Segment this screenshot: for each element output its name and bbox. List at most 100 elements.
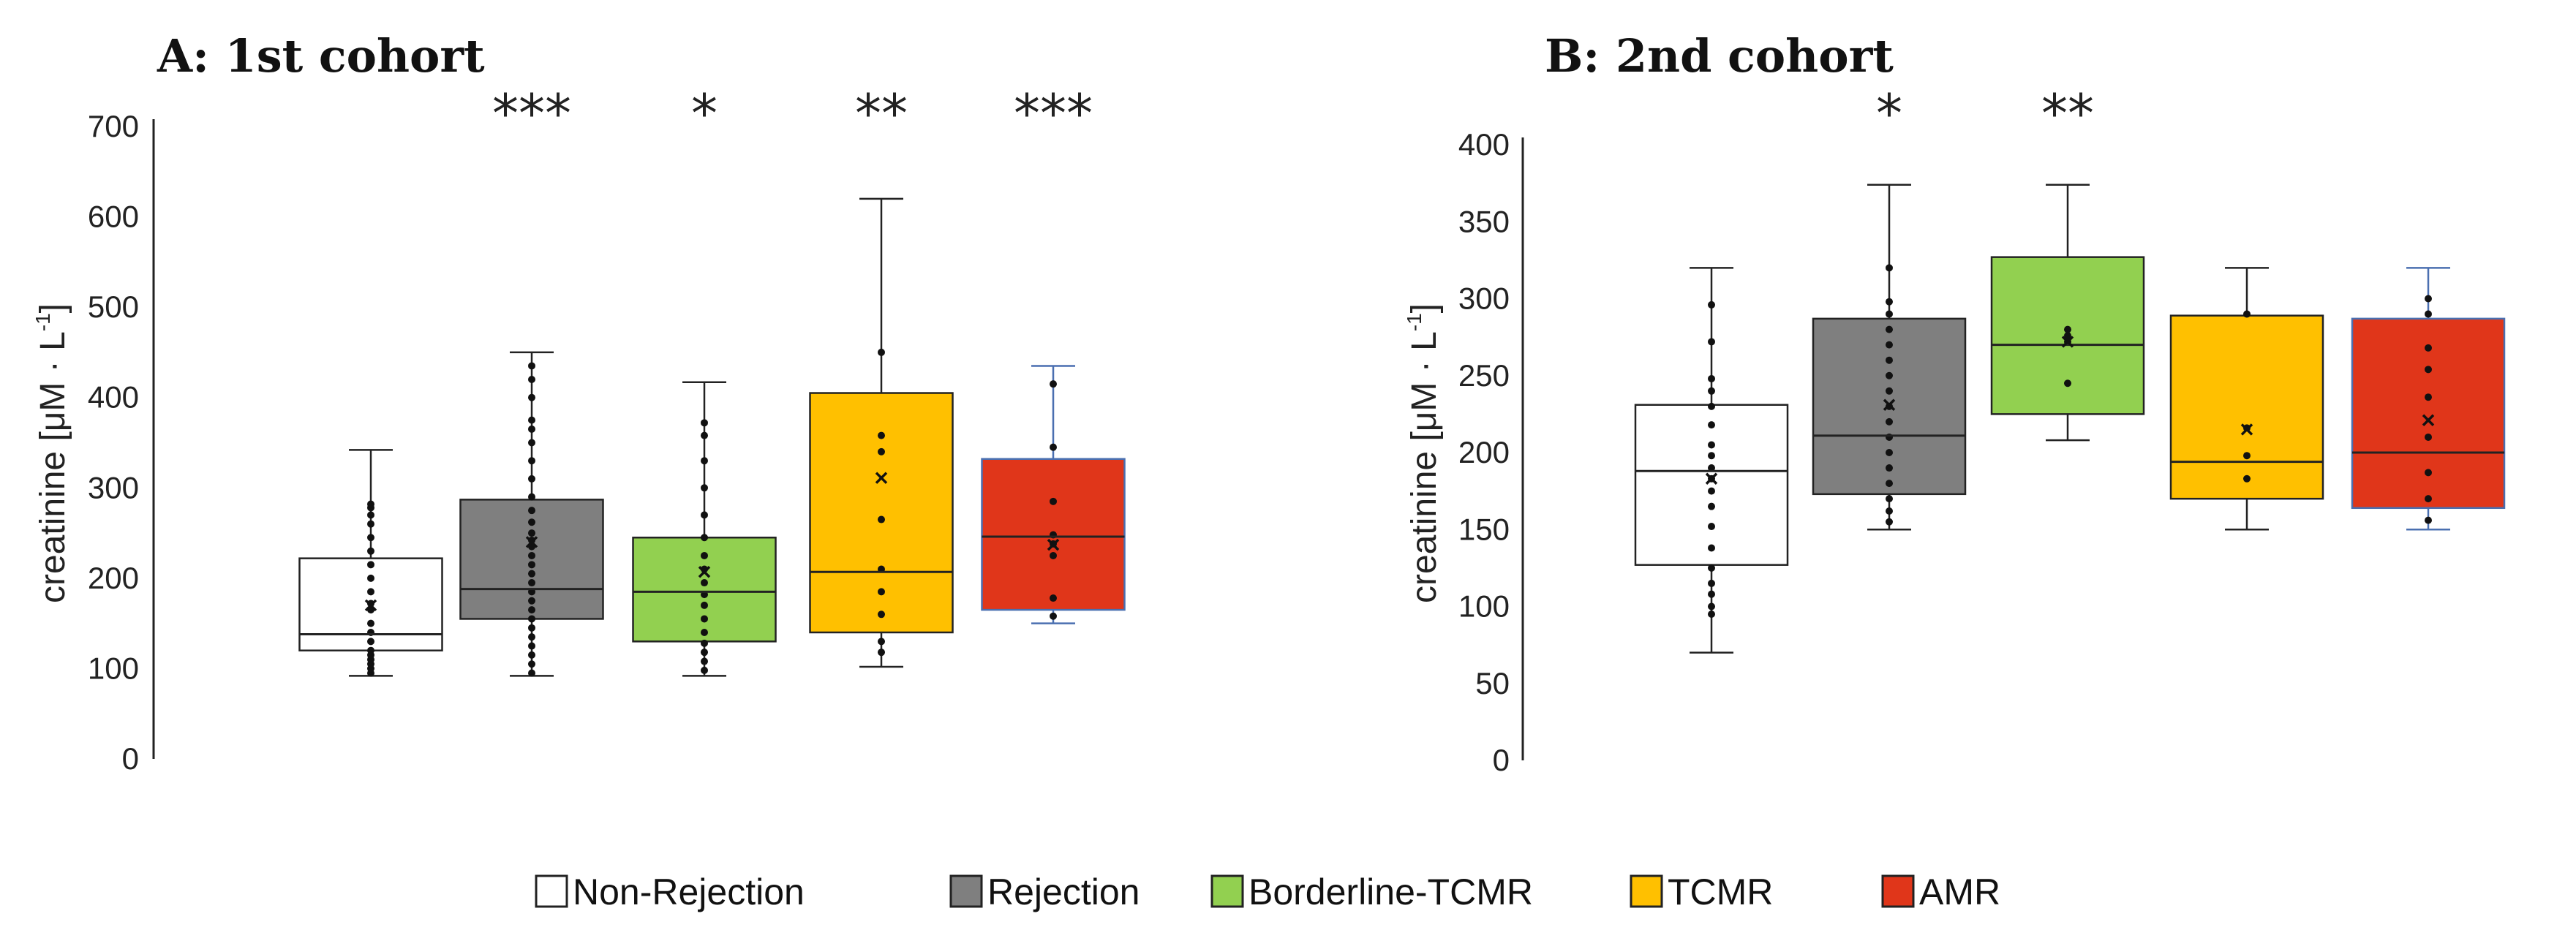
- mean-marker: [525, 536, 538, 548]
- data-point: [701, 666, 708, 674]
- data-point: [528, 551, 535, 559]
- data-point: [367, 500, 374, 508]
- data-point: [1708, 579, 1715, 587]
- panel-b-2nd-cohort: B: 2nd cohort creatinine [μM · L-1] 0 50 1…: [1403, 29, 2506, 777]
- y-tick-label: 100: [1458, 589, 1510, 624]
- data-point: [1886, 480, 1893, 488]
- data-point: [367, 646, 374, 654]
- data-point: [367, 638, 374, 646]
- significance-label: ***: [492, 83, 571, 144]
- panel-b-y-axis-label: creatinine [μM · L-1]: [1403, 303, 1444, 603]
- data-point: [701, 511, 708, 519]
- box-non-rejection: [298, 449, 443, 677]
- data-point: [367, 534, 374, 542]
- data-point: [367, 588, 374, 596]
- data-point: [1708, 421, 1715, 429]
- mean-marker: [698, 565, 711, 578]
- data-point: [701, 615, 708, 623]
- box-tcmr: [2169, 267, 2324, 531]
- data-point: [878, 638, 885, 646]
- data-point: [528, 474, 535, 483]
- data-point: [701, 579, 708, 587]
- legend-item: Borderline-TCMR: [1210, 872, 1533, 912]
- data-point: [1708, 602, 1715, 610]
- data-point: [701, 601, 708, 609]
- data-point: [1886, 449, 1893, 456]
- significance-label: *: [1876, 83, 1902, 144]
- data-point: [2425, 295, 2432, 303]
- data-point: [2425, 366, 2432, 374]
- data-point: [528, 439, 535, 447]
- mean-marker: [2422, 414, 2435, 427]
- data-point: [528, 425, 535, 433]
- data-point: [878, 649, 885, 657]
- data-point: [2425, 516, 2432, 524]
- data-point: [878, 348, 885, 356]
- data-point: [367, 520, 374, 528]
- data-point: [1708, 590, 1715, 598]
- box-amr: [981, 365, 1126, 624]
- panel-a-title: A: 1st cohort: [157, 29, 485, 83]
- box-rejection: [459, 351, 604, 677]
- y-tick-label: 200: [1458, 435, 1510, 469]
- data-point: [1708, 441, 1715, 449]
- data-point: [528, 376, 535, 383]
- legend: Non-Rejection Rejection Borderline-TCMR TCM…: [535, 872, 2000, 912]
- data-point: [528, 518, 535, 526]
- legend-swatch: [1210, 874, 1244, 908]
- data-point: [1708, 387, 1715, 395]
- y-tick-label: 600: [88, 200, 139, 234]
- y-tick-label: 150: [1458, 512, 1510, 546]
- data-point: [701, 551, 708, 559]
- box-tcmr: [809, 197, 954, 668]
- data-point: [2425, 495, 2432, 503]
- data-point: [528, 633, 535, 641]
- data-point: [701, 657, 708, 665]
- data-point: [1708, 487, 1715, 495]
- legend-item: TCMR: [1630, 872, 1773, 912]
- data-point: [1886, 518, 1893, 526]
- data-point: [878, 447, 885, 455]
- data-point: [2425, 433, 2432, 441]
- data-point: [1886, 341, 1893, 349]
- data-point: [1708, 502, 1715, 510]
- iqr-box: [809, 392, 954, 634]
- significance-label: ***: [1014, 83, 1093, 144]
- data-point: [2064, 332, 2071, 340]
- legend-swatch: [949, 874, 983, 908]
- y-tick-label: 300: [88, 470, 139, 504]
- data-point: [1050, 551, 1057, 559]
- data-point: [528, 615, 535, 623]
- data-point: [1886, 387, 1893, 395]
- data-point: [878, 610, 885, 619]
- data-point: [528, 669, 535, 677]
- data-point: [528, 606, 535, 614]
- significance-label: **: [2041, 83, 2094, 144]
- data-point: [1708, 523, 1715, 531]
- data-point: [701, 629, 708, 636]
- data-point: [528, 597, 535, 605]
- data-point: [1886, 371, 1893, 379]
- significance-label: *: [691, 83, 718, 144]
- data-point: [1708, 610, 1715, 619]
- legend-label: Non-Rejection: [573, 872, 805, 912]
- data-point: [367, 619, 374, 627]
- data-point: [2425, 393, 2432, 401]
- data-point: [528, 507, 535, 515]
- data-point: [1708, 544, 1715, 552]
- mean-marker: [1705, 472, 1718, 485]
- data-point: [1708, 402, 1715, 410]
- y-tick-label: 300: [1458, 281, 1510, 316]
- data-point: [528, 570, 535, 578]
- data-point: [1886, 325, 1893, 333]
- data-point: [1050, 497, 1057, 505]
- data-point: [528, 561, 535, 569]
- significance-label: **: [855, 83, 908, 144]
- data-point: [701, 484, 708, 492]
- box-non-rejection: [1634, 267, 1789, 654]
- data-point: [701, 431, 708, 439]
- panel-a-1st-cohort: A: 1st cohort creatinine [μM · L-1] 0 100…: [31, 29, 1126, 776]
- data-point: [2243, 452, 2251, 460]
- legend-label: TCMR: [1668, 872, 1773, 912]
- data-point: [367, 511, 374, 519]
